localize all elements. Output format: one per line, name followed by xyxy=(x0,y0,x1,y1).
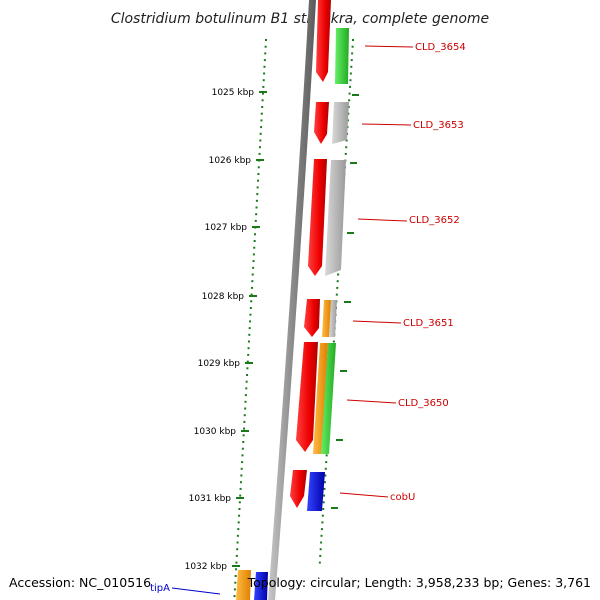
gene-arrow-blue[interactable] xyxy=(254,572,268,600)
callout-line xyxy=(339,492,389,498)
callout-line xyxy=(357,218,408,222)
gene-arrow-red[interactable] xyxy=(308,159,327,276)
genome-backbone xyxy=(268,0,316,600)
gene-arrow-red[interactable] xyxy=(314,102,329,144)
gene-label[interactable]: tipA xyxy=(150,583,170,594)
gene-arrow-grey[interactable] xyxy=(325,160,346,276)
callout-line xyxy=(171,587,221,595)
gene-arrow-green[interactable] xyxy=(335,28,349,84)
gene-arrow-orange[interactable] xyxy=(313,343,328,454)
callout-line xyxy=(364,45,414,48)
gene-label[interactable]: CLD_3653 xyxy=(413,120,464,131)
callout-line xyxy=(346,399,397,404)
gene-arrow-grey[interactable] xyxy=(329,300,337,337)
gene-arrow-blue[interactable] xyxy=(307,472,325,511)
gene-callout-lines xyxy=(171,45,414,595)
gene-arrow-red[interactable] xyxy=(304,299,320,337)
topology-text: Topology: circular; Length: 3,958,233 bp… xyxy=(247,575,591,590)
tick-label: 1028 kbp xyxy=(202,292,245,302)
callout-line xyxy=(352,320,402,324)
inner-dotted-ring xyxy=(233,39,267,598)
gene-arrow-grey[interactable] xyxy=(332,102,349,144)
gene-label[interactable]: CLD_3650 xyxy=(398,398,449,409)
callout-line xyxy=(361,123,412,126)
tick-label: 1029 kbp xyxy=(198,359,241,369)
gene-label[interactable]: CLD_3652 xyxy=(409,215,460,226)
tick-label: 1027 kbp xyxy=(205,223,248,233)
tick-label: 1025 kbp xyxy=(212,88,255,98)
gene-label[interactable]: CLD_3651 xyxy=(403,318,454,329)
tick-label: 1026 kbp xyxy=(209,156,252,166)
gene-arrow-red[interactable] xyxy=(290,470,307,508)
gene-features xyxy=(236,0,349,600)
gene-arrow-red[interactable] xyxy=(316,0,331,82)
gene-arrow-orange[interactable] xyxy=(236,570,251,600)
gene-label[interactable]: CLD_3654 xyxy=(415,42,466,53)
gene-arrow-orange[interactable] xyxy=(322,300,331,337)
gene-labels: CLD_3654 CLD_3653 CLD_3652 CLD_3651 CLD_3650… xyxy=(150,42,466,594)
accession-text: Accession: NC_010516 xyxy=(9,575,151,590)
tick-label: 1031 kbp xyxy=(189,494,232,504)
tick-label: 1032 kbp xyxy=(185,562,228,572)
scale-ticks: 1025 kbp 1026 kbp 1027 kbp 1028 kbp 1029 kbp… xyxy=(185,88,359,572)
gene-arrow-green[interactable] xyxy=(321,343,336,454)
gene-arrow-red[interactable] xyxy=(296,342,318,452)
tick-label: 1030 kbp xyxy=(194,427,237,437)
gene-label[interactable]: cobU xyxy=(390,492,415,503)
map-title: Clostridium botulinum B1 str. Okra, comp… xyxy=(111,11,489,27)
